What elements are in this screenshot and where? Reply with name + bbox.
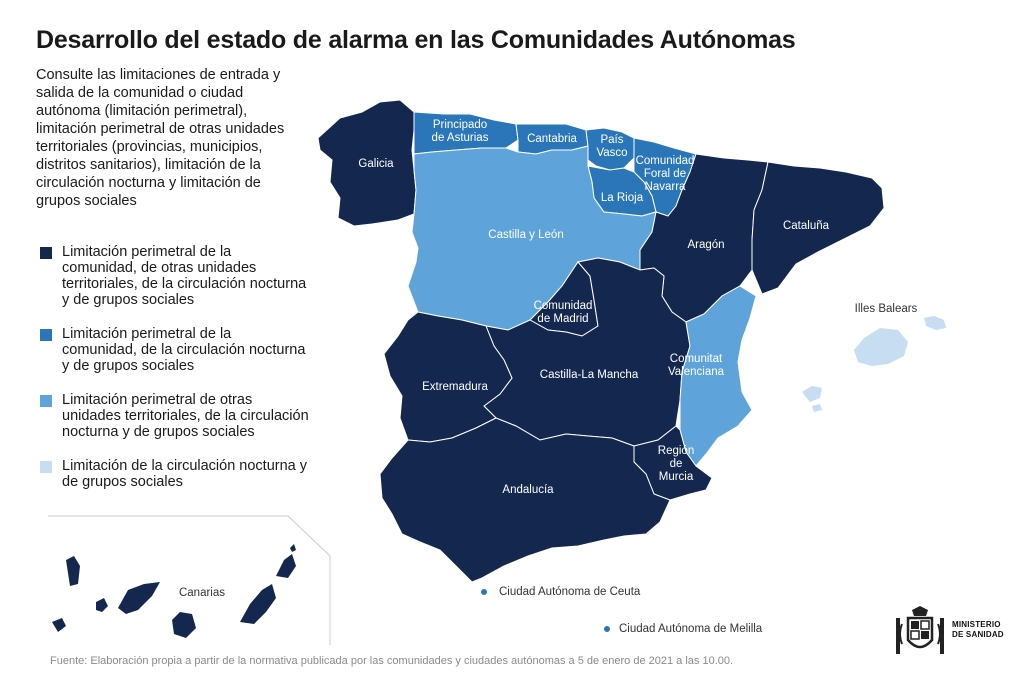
legend-item-level1: Limitación perimetral de la comunidad, d… [40,244,310,308]
label-madrid: Comunidad de Madrid [534,300,593,325]
label-line: de Madrid [537,313,588,325]
region-andalucia[interactable] [379,417,671,583]
label-canarias: Canarias [179,587,225,599]
label-line: Extremadura [422,381,488,393]
label-line: Cataluña [783,220,830,232]
label-line: Navarra [645,181,687,193]
legend-item-level3: Limitación perimetral de otras unidades … [40,392,310,440]
label-asturias: Principado de Asturias [432,119,489,144]
legend-swatch [40,247,52,259]
label-line: Aragón [687,239,724,251]
legend-item-level2: Limitación perimetral de la comunidad, d… [40,326,310,374]
label-line: Canarias [179,587,225,599]
label-line: Región [658,445,694,457]
region-canarias-fuerteventura[interactable] [240,584,276,624]
label-ceuta: Ciudad Autónoma de Ceuta [499,586,641,598]
label-andalucia: Andalucía [502,484,554,496]
region-baleares-ibiza[interactable] [802,386,822,402]
ministry-name: MINISTERIO DE SANIDAD [952,620,1004,640]
region-canarias-la-gomera[interactable] [96,598,108,612]
label-line: Principado [433,119,487,131]
label-line: Cantabria [527,133,577,145]
label-line: Murcia [659,471,694,483]
region-ceuta[interactable] [481,589,487,595]
legend-swatch [40,329,52,341]
legend-label: Limitación perimetral de otras unidades … [62,392,309,440]
label-line: Andalucía [502,484,554,496]
label-extremadura: Extremadura [422,381,488,393]
label-line: Comunidad [534,300,593,312]
legend-swatch [40,461,52,473]
legend-swatch [40,395,52,407]
canarias-inset-frame [48,515,331,645]
label-line: de Asturias [432,132,489,144]
label-line: Ciudad Autónoma de Melilla [619,623,763,635]
region-canarias-lanzarote[interactable] [276,554,296,578]
region-baleares-menorca[interactable] [924,316,946,330]
label-line: País [600,134,623,146]
label-cantabria: Cantabria [527,133,577,145]
label-line: Galicia [358,158,394,170]
label-valencia: Comunitat Valenciana [668,353,725,378]
label-galicia: Galicia [358,158,394,170]
label-line: La Rioja [601,192,644,204]
region-canarias-gran-canaria[interactable] [172,612,196,638]
page-title: Desarrollo del estado de alarma en las C… [36,26,796,54]
label-line: Comunitat [670,353,723,365]
region-cataluna[interactable] [751,161,885,295]
region-melilla[interactable] [604,626,610,632]
label-navarra: Comunidad Foral de Navarra [636,155,695,193]
region-canarias-islets[interactable] [290,544,296,552]
ministry-line-1: MINISTERIO [952,620,1001,629]
source-note: Fuente: Elaboración propia a partir de l… [50,655,734,667]
region-baleares-formentera[interactable] [812,404,822,412]
region-canarias-la-palma[interactable] [66,556,80,586]
label-line: Castilla y León [488,229,563,241]
label-line: Vasco [596,147,627,159]
label-castilla-leon: Castilla y León [488,229,563,241]
coat-of-arms-icon [896,606,944,654]
label-baleares: Illes Balears [855,303,918,315]
label-line: Valenciana [668,366,725,378]
region-canarias-tenerife[interactable] [118,582,160,614]
intro-text: Consulte las limitaciones de entrada y s… [36,67,285,209]
ministry-logo: MINISTERIO DE SANIDAD [894,604,1004,660]
region-valencia[interactable] [679,285,757,467]
label-line: Comunidad [636,155,695,167]
label-la-rioja: La Rioja [601,192,644,204]
label-pais-vasco: País Vasco [596,134,627,159]
label-cataluna: Cataluña [783,220,830,232]
label-line: Castilla-La Mancha [540,369,639,381]
label-melilla: Ciudad Autónoma de Melilla [619,623,763,635]
label-line: Foral de [644,168,686,180]
legend: Limitación perimetral de la comunidad, d… [40,244,310,490]
label-murcia: Región de Murcia [658,445,694,483]
ministry-line-2: DE SANIDAD [952,630,1004,639]
legend-label: Limitación de la circulación nocturna y … [62,458,308,490]
legend-label: Limitación perimetral de la comunidad, d… [62,326,306,374]
label-line: Ciudad Autónoma de Ceuta [499,586,641,598]
region-canarias-el-hierro[interactable] [52,618,66,632]
region-baleares-mallorca[interactable] [854,328,908,366]
label-line: Illes Balears [855,303,918,315]
label-line: de [670,458,683,470]
label-aragon: Aragón [687,239,724,251]
legend-label: Limitación perimetral de la comunidad, d… [62,244,307,308]
label-castilla-la-mancha: Castilla-La Mancha [540,369,639,381]
legend-item-level4: Limitación de la circulación nocturna y … [40,458,310,490]
